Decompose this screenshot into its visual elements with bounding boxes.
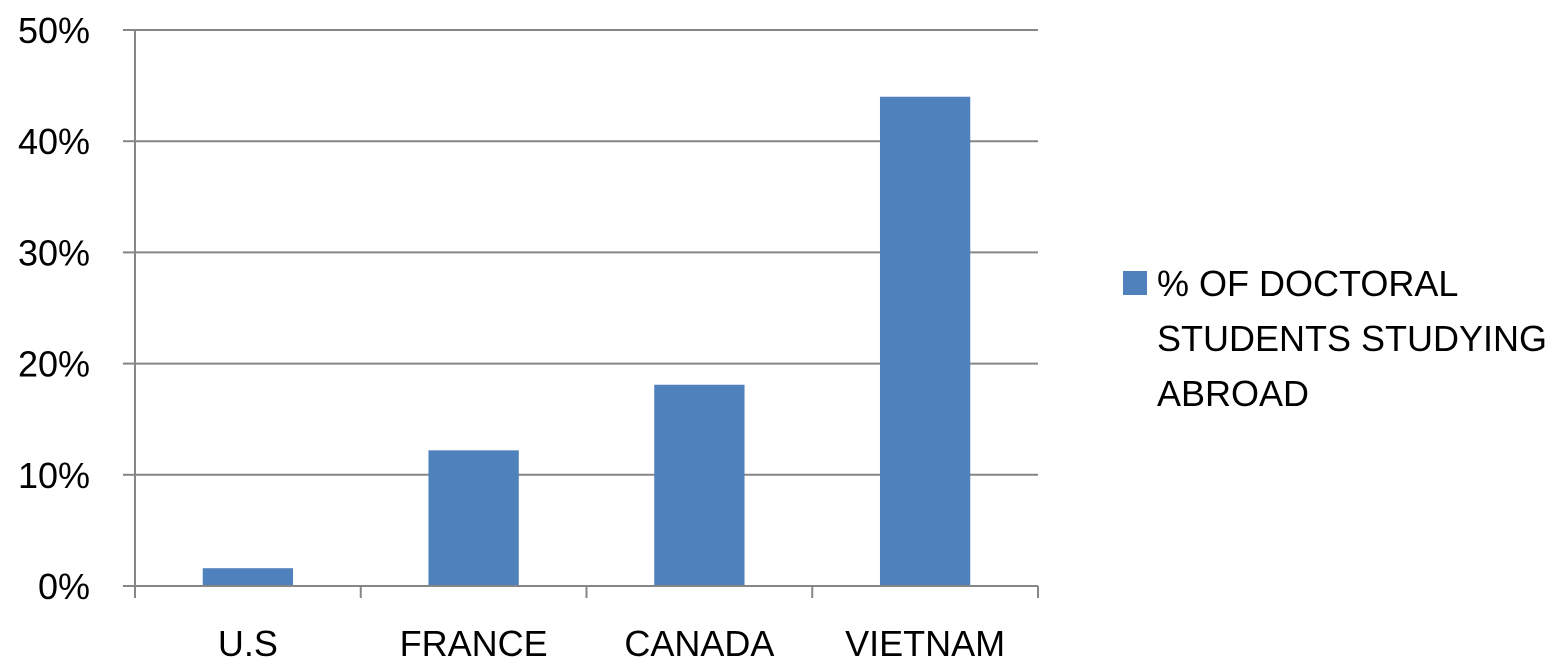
y-tick-label: 20% (18, 344, 90, 385)
x-axis-ticks: U.S FRANCE CANADA VIETNAM (134, 586, 1039, 662)
legend-swatch (1123, 271, 1147, 295)
bars (202, 96, 971, 586)
legend-label-line-3: ABROAD (1157, 373, 1309, 414)
bar-vietnam (879, 96, 971, 586)
y-tick-label: 0% (38, 566, 90, 607)
legend-label-line-2: STUDENTS STUDYING (1157, 318, 1547, 359)
y-tick-label: 40% (18, 121, 90, 162)
bar-canada (654, 384, 745, 586)
bar-france (428, 450, 519, 586)
x-tick-label: CANADA (624, 623, 774, 662)
legend: % OF DOCTORAL STUDENTS STUDYING ABROAD (1123, 263, 1547, 414)
x-tick-label: U.S (218, 623, 278, 662)
y-tick-label: 30% (18, 232, 90, 273)
y-tick-label: 50% (18, 10, 90, 51)
x-tick-label: VIETNAM (845, 623, 1005, 662)
x-tick-label: FRANCE (400, 623, 548, 662)
y-tick-label: 10% (18, 455, 90, 496)
y-axis-ticks: 0% 10% 20% 30% 40% 50% (18, 10, 135, 607)
legend-label-line-1: % OF DOCTORAL (1157, 263, 1458, 304)
bar-u-s (202, 568, 294, 586)
